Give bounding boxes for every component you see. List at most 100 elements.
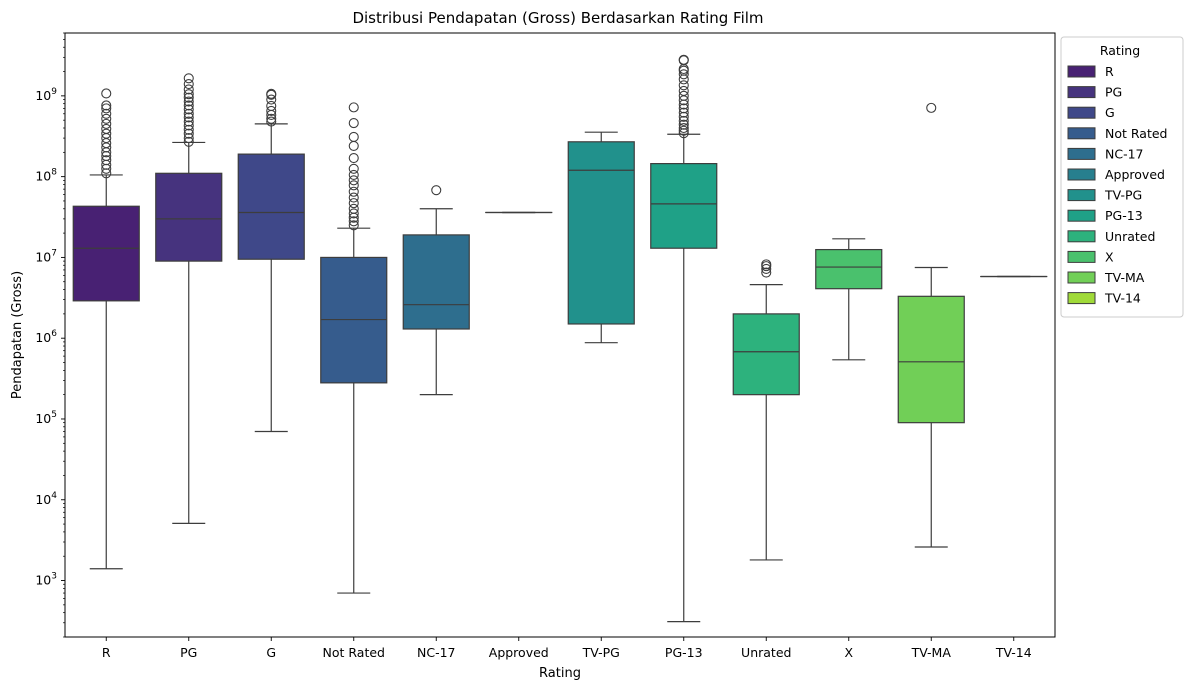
outlier-point bbox=[183, 92, 194, 103]
box-iqr bbox=[815, 248, 883, 290]
legend-label: G bbox=[1105, 105, 1115, 120]
y-axis: 103 104 105 106 107 108 109 bbox=[35, 32, 65, 638]
legend-item: PG bbox=[1067, 85, 1122, 100]
box-x bbox=[815, 238, 883, 361]
x-tick-label: Unrated bbox=[741, 645, 791, 660]
x-tick-label: NC-17 bbox=[417, 645, 456, 660]
outlier-point bbox=[183, 89, 194, 100]
legend-swatch bbox=[1067, 250, 1096, 263]
legend-item: X bbox=[1067, 249, 1114, 264]
legend-item: NC-17 bbox=[1067, 146, 1144, 161]
outlier-point bbox=[183, 133, 194, 144]
outlier-point bbox=[348, 140, 359, 151]
legend-item: R bbox=[1067, 64, 1114, 79]
outlier-point bbox=[101, 100, 112, 111]
outlier-point bbox=[348, 131, 359, 142]
outlier-point bbox=[101, 118, 112, 129]
legend-label: PG-13 bbox=[1105, 208, 1143, 223]
outlier-point bbox=[678, 119, 689, 130]
box-unrated bbox=[732, 259, 800, 561]
outlier-point bbox=[348, 163, 359, 174]
box-iqr bbox=[732, 313, 800, 396]
box-g bbox=[237, 88, 305, 433]
outlier-point bbox=[101, 123, 112, 134]
legend-item: Not Rated bbox=[1067, 126, 1167, 141]
legend-label: Not Rated bbox=[1105, 126, 1167, 141]
outlier-point bbox=[678, 90, 689, 101]
outlier-point bbox=[183, 120, 194, 131]
outlier-point bbox=[348, 203, 359, 214]
outlier-point bbox=[183, 124, 194, 135]
legend-swatch bbox=[1067, 168, 1096, 181]
legend-label: PG bbox=[1105, 85, 1122, 100]
outlier-point bbox=[183, 96, 194, 107]
y-tick-label: 107 bbox=[35, 248, 57, 264]
y-tick-label: 108 bbox=[35, 168, 57, 184]
x-axis-label: Rating bbox=[539, 666, 581, 681]
outlier-point bbox=[183, 79, 194, 90]
legend-item: G bbox=[1067, 105, 1115, 120]
outlier-point bbox=[678, 85, 689, 97]
box-iqr bbox=[402, 234, 470, 330]
outlier-point bbox=[183, 116, 194, 127]
outlier-point bbox=[266, 94, 277, 105]
legend-swatch bbox=[1067, 86, 1096, 99]
outlier-point bbox=[678, 122, 689, 134]
outlier-point bbox=[348, 220, 359, 231]
outlier-point bbox=[348, 208, 359, 219]
legend-item: Unrated bbox=[1067, 229, 1155, 244]
legend-swatch bbox=[1067, 209, 1096, 222]
box-not-rated bbox=[320, 102, 388, 594]
outlier-point bbox=[183, 104, 194, 115]
legend-label: R bbox=[1105, 64, 1114, 79]
x-tick-label: R bbox=[102, 645, 111, 660]
box-iqr bbox=[155, 172, 223, 262]
x-tick-label: TV-MA bbox=[911, 645, 952, 660]
legend-swatch bbox=[1067, 106, 1096, 119]
outlier-point bbox=[101, 108, 112, 119]
box-pg bbox=[155, 73, 223, 524]
outlier-point bbox=[183, 84, 194, 95]
outlier-point bbox=[678, 125, 689, 136]
legend-swatch bbox=[1067, 271, 1096, 284]
y-axis-label: Pendapatan (Gross) bbox=[10, 271, 25, 399]
box-tv-pg bbox=[567, 131, 635, 344]
outlier-point bbox=[266, 113, 277, 124]
legend-item: TV-MA bbox=[1067, 270, 1145, 285]
outlier-point bbox=[761, 259, 772, 270]
outlier-point bbox=[678, 54, 689, 65]
x-tick-label: X bbox=[844, 645, 853, 660]
outlier-point bbox=[348, 198, 359, 209]
x-tick-label: Not Rated bbox=[323, 645, 385, 660]
outlier-point bbox=[183, 73, 194, 84]
y-tick-label: 104 bbox=[35, 491, 57, 507]
outlier-point bbox=[926, 102, 937, 113]
legend-item: TV-PG bbox=[1067, 188, 1142, 203]
outlier-point bbox=[348, 175, 359, 186]
legend-label: X bbox=[1105, 249, 1114, 264]
legend-swatch bbox=[1067, 292, 1096, 305]
plot-area bbox=[72, 54, 1048, 623]
outlier-point bbox=[431, 185, 442, 196]
legend-label: Approved bbox=[1105, 167, 1165, 182]
y-tick-label: 103 bbox=[35, 572, 57, 588]
outlier-point bbox=[348, 152, 359, 164]
outlier-point bbox=[348, 216, 359, 227]
legend-swatch bbox=[1067, 127, 1096, 140]
outlier-point bbox=[183, 136, 194, 147]
outlier-point bbox=[266, 88, 277, 99]
box-iqr bbox=[72, 205, 140, 302]
outlier-point bbox=[348, 180, 359, 191]
outlier-point bbox=[348, 118, 359, 129]
outlier-point bbox=[348, 102, 359, 113]
box-iqr bbox=[897, 295, 965, 424]
box-tv-ma bbox=[897, 102, 965, 548]
x-tick-label: PG bbox=[180, 645, 197, 660]
outlier-point bbox=[101, 128, 112, 139]
outlier-point bbox=[266, 105, 277, 117]
box-pg-13 bbox=[650, 54, 718, 623]
x-tick-label: TV-14 bbox=[995, 645, 1032, 660]
outlier-point bbox=[678, 69, 689, 80]
legend-label: Unrated bbox=[1105, 229, 1155, 244]
